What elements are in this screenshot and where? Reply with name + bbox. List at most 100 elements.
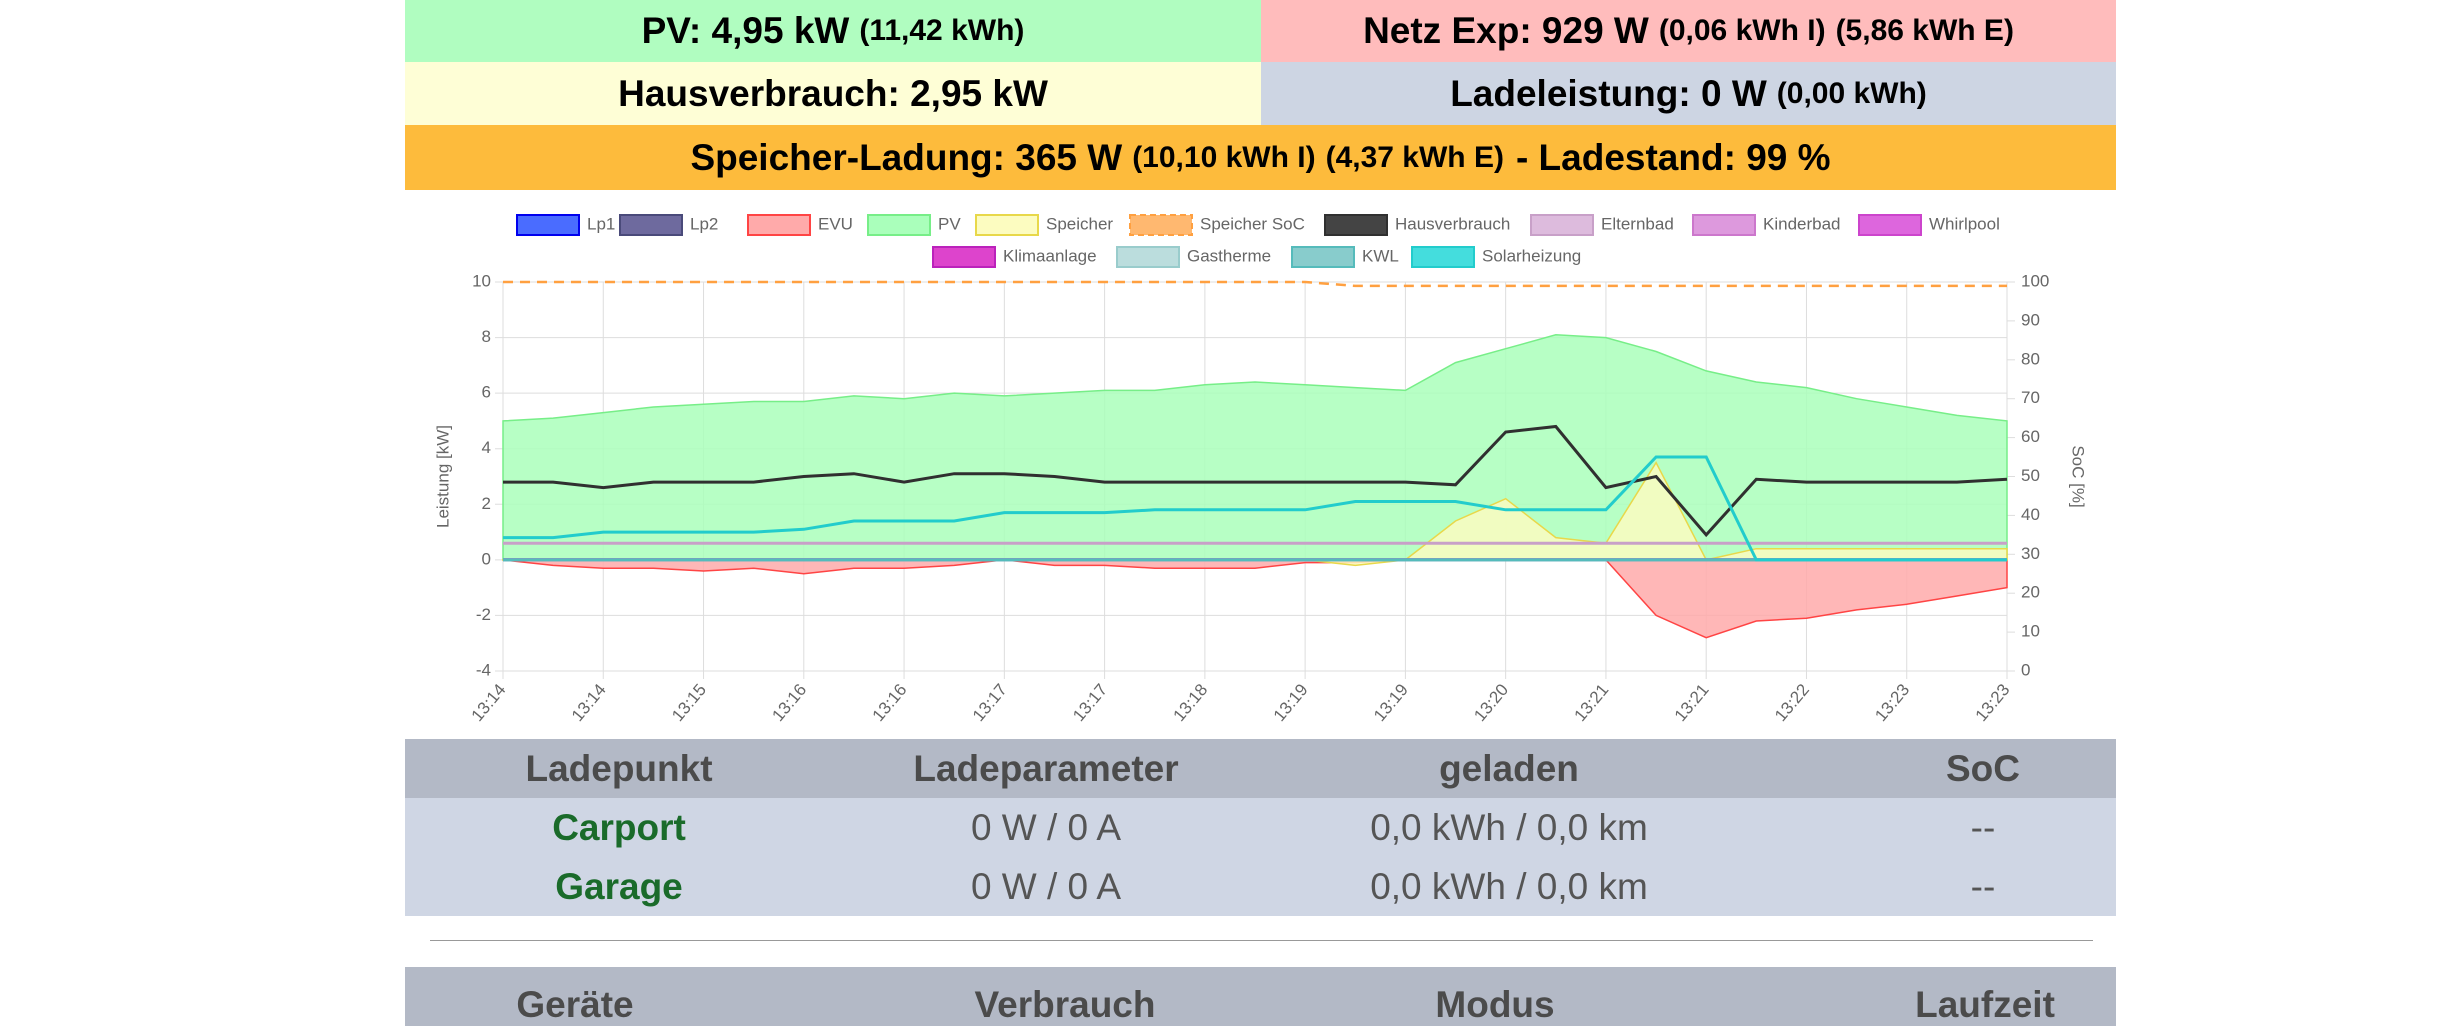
x-tick-label: 13:15 (668, 680, 710, 725)
legend-label: KWL (1362, 246, 1399, 265)
x-tick-label: 13:17 (1069, 680, 1111, 725)
x-tick-label: 13:22 (1771, 680, 1813, 725)
legend-label: Elternbad (1601, 214, 1674, 233)
y-tick-label: 8 (482, 327, 491, 346)
x-tick-label: 13:14 (568, 680, 610, 725)
chargepoint-name[interactable]: Carport (552, 807, 686, 848)
speicher-export: (4,37 kWh E) (1325, 140, 1504, 174)
netz-power: Netz Exp: 929 W (1363, 10, 1649, 51)
x-tick-label: 13:18 (1169, 680, 1211, 725)
legend-swatch (747, 214, 811, 236)
legend-swatch (1530, 214, 1594, 236)
y2-tick-label: 80 (2021, 349, 2040, 368)
x-tick-label: 13:16 (869, 680, 911, 725)
legend-label: Speicher (1046, 214, 1113, 233)
legend-swatch (932, 246, 996, 268)
header-cell: Ladeparameter (913, 748, 1179, 789)
pv-power: PV: 4,95 kW (641, 10, 850, 51)
x-tick-label: 13:16 (768, 680, 810, 725)
series-line (503, 455, 2007, 562)
header-cell: Ladepunkt (525, 748, 713, 789)
chart: Lp1 Lp2 EVU PV Speicher Speicher SoC Hausverbr… (433, 214, 2088, 725)
y2-tick-label: 60 (2021, 427, 2040, 446)
cell: -- (1970, 866, 1996, 907)
legend-label: EVU (818, 214, 853, 233)
y2-tick-label: 90 (2021, 310, 2040, 329)
header-cell: Modus (1435, 984, 1555, 1025)
cell: 0,0 kWh / 0,0 km (1370, 807, 1648, 848)
netz-export: (5,86 kWh E) (1835, 14, 2014, 47)
table-row: Garage 0 W / 0 A 0,0 kWh / 0,0 km -- (405, 857, 2116, 916)
y2-tick-label: 40 (2021, 505, 2040, 524)
speicher-soc: - Ladestand: 99 % (1515, 136, 1831, 178)
y-tick-label: 0 (482, 549, 491, 568)
y-tick-label: 6 (482, 383, 491, 402)
legend-label: Gastherme (1187, 246, 1271, 265)
speicher-power: Speicher-Ladung: 365 W (690, 136, 1123, 178)
y-tick-label: 4 (482, 438, 491, 457)
legend-label: Whirlpool (1929, 214, 2000, 233)
table-row: Carport 0 W / 0 A 0,0 kWh / 0,0 km -- (405, 798, 2116, 857)
y2-tick-label: 20 (2021, 583, 2040, 602)
x-tick-label: 13:17 (969, 680, 1011, 725)
speicher-import: (10,10 kWh I) (1132, 140, 1316, 174)
y-tick-label: 2 (482, 494, 491, 513)
pv-energy: (11,42 kWh) (859, 14, 1025, 47)
header-cell: SoC (1946, 748, 2020, 789)
y2-tick-label: 50 (2021, 466, 2040, 485)
x-tick-label: 13:19 (1270, 680, 1312, 725)
x-tick-label: 13:14 (468, 680, 510, 725)
legend-label: Hausverbrauch (1395, 214, 1510, 233)
legend-label: Lp2 (690, 214, 718, 233)
netz-import: (0,06 kWh I) (1658, 14, 1826, 47)
series-area (502, 559, 2008, 639)
pv-tile: PV: 4,95 kW (11,42 kWh) (405, 0, 1261, 62)
lade-tile: Ladeleistung: 0 W (0,00 kWh) (1261, 62, 2116, 125)
series-line (503, 424, 2008, 538)
series-area (502, 334, 2008, 561)
legend-label: Lp1 (587, 214, 615, 233)
header-cell: geladen (1439, 748, 1579, 789)
y2-tick-label: 100 (2021, 271, 2049, 290)
x-tick-label: 13:23 (1972, 680, 2014, 725)
legend-label: Speicher SoC (1200, 214, 1305, 233)
x-tick-label: 13:19 (1370, 680, 1412, 725)
lade-power: Ladeleistung: 0 W (1450, 72, 1767, 114)
y-tick-label: -2 (476, 605, 491, 624)
legend-swatch (1324, 214, 1388, 236)
x-tick-label: 13:21 (1671, 680, 1713, 725)
speicher-tile: Speicher-Ladung: 365 W (10,10 kWh I) (4,37… (405, 125, 2116, 190)
cell: 0,0 kWh / 0,0 km (1370, 866, 1648, 907)
legend-swatch (619, 214, 683, 236)
y2-tick-label: 10 (2021, 622, 2040, 641)
page: PV: 4,95 kW (11,42 kWh) Netz Exp: 929 W (0… (405, 0, 2116, 1026)
header-cell: Verbrauch (974, 984, 1156, 1025)
cell: 0 W / 0 A (970, 807, 1122, 848)
cell: 0 W / 0 A (970, 866, 1122, 907)
divider (430, 940, 2093, 941)
table-header: Ladepunkt Ladeparameter geladen SoC (405, 739, 2116, 798)
table2-header: Geräte Verbrauch Modus Laufzeit (405, 967, 2116, 1026)
y2-tick-label: 30 (2021, 544, 2040, 563)
y-tick-label: -4 (476, 660, 491, 679)
legend-swatch (516, 214, 580, 236)
chargepoint-name[interactable]: Garage (555, 866, 683, 907)
legend-swatch (867, 214, 931, 236)
lade-energy: (0,00 kWh) (1776, 76, 1927, 110)
legend-swatch (1858, 214, 1922, 236)
netz-tile: Netz Exp: 929 W (0,06 kWh I) (5,86 kWh E) (1261, 0, 2116, 62)
y2-tick-label: 0 (2021, 660, 2030, 679)
x-tick-label: 13:20 (1470, 680, 1512, 725)
legend-swatch (1129, 214, 1193, 236)
haus-power: Hausverbrauch: 2,95 kW (618, 72, 1048, 114)
legend-swatch (1116, 246, 1180, 268)
legend-label: Kinderbad (1763, 214, 1841, 233)
header-cell: Geräte (516, 984, 634, 1025)
legend-swatch (1291, 246, 1355, 268)
legend-swatch (975, 214, 1039, 236)
dashboard: PV: 4,95 kW (11,42 kWh) Netz Exp: 929 W (0… (405, 0, 2116, 1026)
legend-label: PV (938, 214, 961, 233)
x-tick-label: 13:23 (1871, 680, 1913, 725)
series-line (503, 280, 2007, 288)
x-tick-label: 13:21 (1571, 680, 1613, 725)
